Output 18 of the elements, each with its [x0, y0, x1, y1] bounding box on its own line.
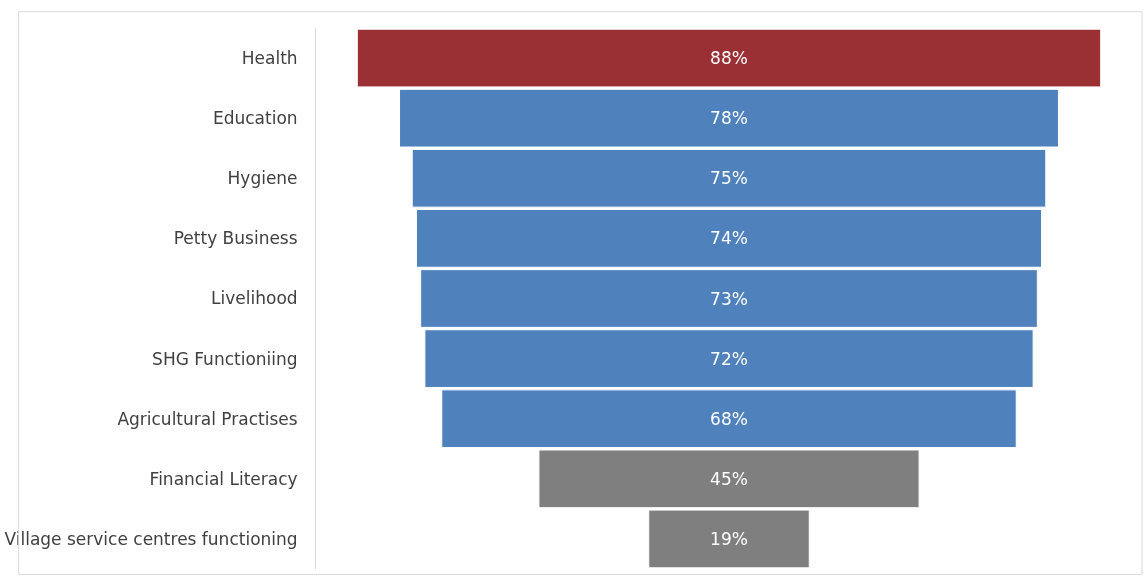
data-label: 68% — [710, 408, 748, 429]
category-label: Education — [212, 108, 298, 129]
category-label: Health — [241, 48, 298, 69]
data-label: 74% — [710, 228, 748, 249]
data-label: 75% — [710, 168, 748, 189]
data-label: 73% — [710, 288, 748, 309]
category-label: Petty Business — [173, 228, 298, 249]
data-label: 78% — [710, 108, 748, 129]
category-label: Livelihood — [211, 288, 298, 309]
data-label: 88% — [710, 48, 748, 69]
category-label: Agricultural Practises — [117, 408, 298, 429]
category-label: Hygiene — [227, 168, 298, 189]
category-label: Financial Literacy — [149, 468, 298, 489]
category-label: SHG Functioniing — [152, 348, 298, 369]
category-label: Village service centres functioning — [4, 528, 298, 549]
data-label: 19% — [710, 528, 748, 549]
data-label: 45% — [710, 468, 748, 489]
data-label: 72% — [710, 348, 748, 369]
